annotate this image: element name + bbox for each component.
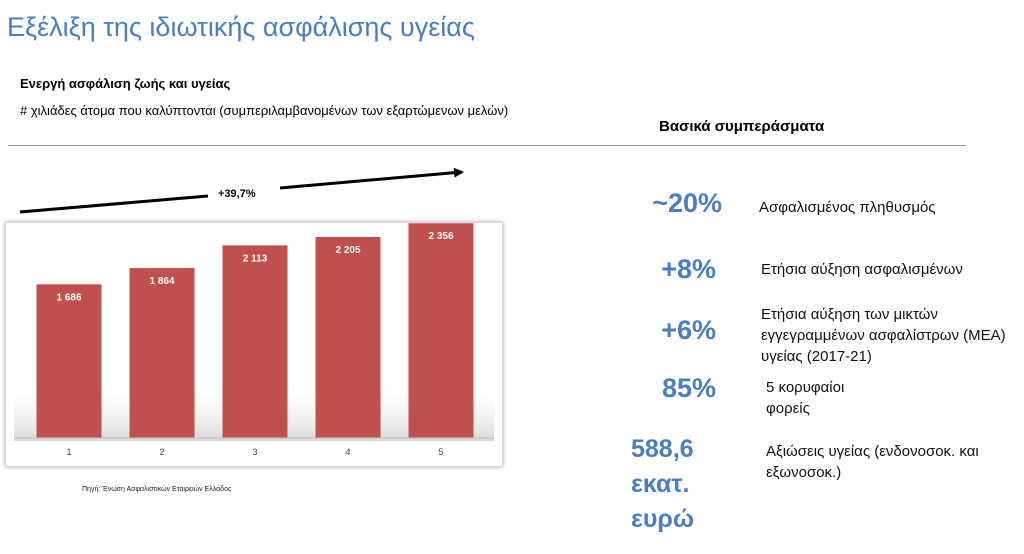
x-tick-label: 1	[66, 447, 71, 457]
chart-heading: Ενεργή ασφάλιση ζωής και υγείας	[20, 76, 231, 91]
growth-arrow	[19, 167, 464, 214]
growth-label: +39,7%	[218, 188, 256, 200]
x-tick-label: 3	[252, 447, 257, 457]
conclusion-value: +8%	[661, 254, 716, 284]
bar-3	[222, 245, 288, 438]
chart-subheading: # χιλιάδες άτομα που καλύπτονται (συμπερ…	[20, 103, 509, 118]
x-tick-label: 4	[345, 447, 350, 457]
conclusion-text: Ασφαλισμένος πληθυσμός	[759, 199, 936, 216]
bar-value-label: 2 205	[335, 245, 360, 256]
conclusion-text: 5 κορυφαίοι φορείς	[766, 379, 845, 417]
bar-value-label: 2 113	[243, 253, 268, 264]
bar-value-label: 1 864	[149, 276, 174, 287]
page-title: Εξέλιξη της ιδιωτικής ασφάλισης υγείας	[7, 12, 475, 42]
conclusion-value: 85%	[661, 373, 716, 403]
bar-chart-svg: 1 686 1 864 2 113 2 205 2 356 1 2 3 4 5	[14, 223, 494, 457]
conclusion-text: Αξιώσεις υγείας (ενδονοσοκ. και εξωνοσοκ…	[766, 443, 979, 481]
conclusion-value: ~20%	[652, 188, 722, 218]
growth-arrow-line-right	[279, 167, 464, 190]
conclusion-value: +6%	[661, 315, 716, 345]
bar-value-label: 2 356	[428, 231, 453, 242]
conclusions-title: Βασικά συμπεράσματα	[659, 118, 825, 135]
bar-2	[129, 268, 195, 438]
x-tick-label: 5	[438, 447, 443, 457]
bar-4	[315, 237, 381, 438]
bar-5	[408, 223, 474, 438]
bar-1	[36, 284, 102, 438]
conclusion-value: 588,6 εκατ. ευρώ	[631, 435, 695, 533]
chart-source: Πηγή: Ένωση Ασφαλιστικών Εταιρειών Ελλάδ…	[82, 486, 232, 493]
bar-value-label: 1 686	[56, 292, 81, 303]
conclusion-text: Ετήσια αύξηση ασφαλισμένων	[761, 261, 963, 278]
growth-arrow-line-left	[19, 194, 209, 214]
x-tick-label: 2	[159, 447, 164, 457]
divider-line	[8, 145, 966, 146]
bar-chart: 1 686 1 864 2 113 2 205 2 356 1 2 3 4 5	[5, 222, 503, 467]
conclusion-text: Ετήσια αύξηση των μικτών εγγεγραμμένων α…	[761, 306, 1006, 365]
